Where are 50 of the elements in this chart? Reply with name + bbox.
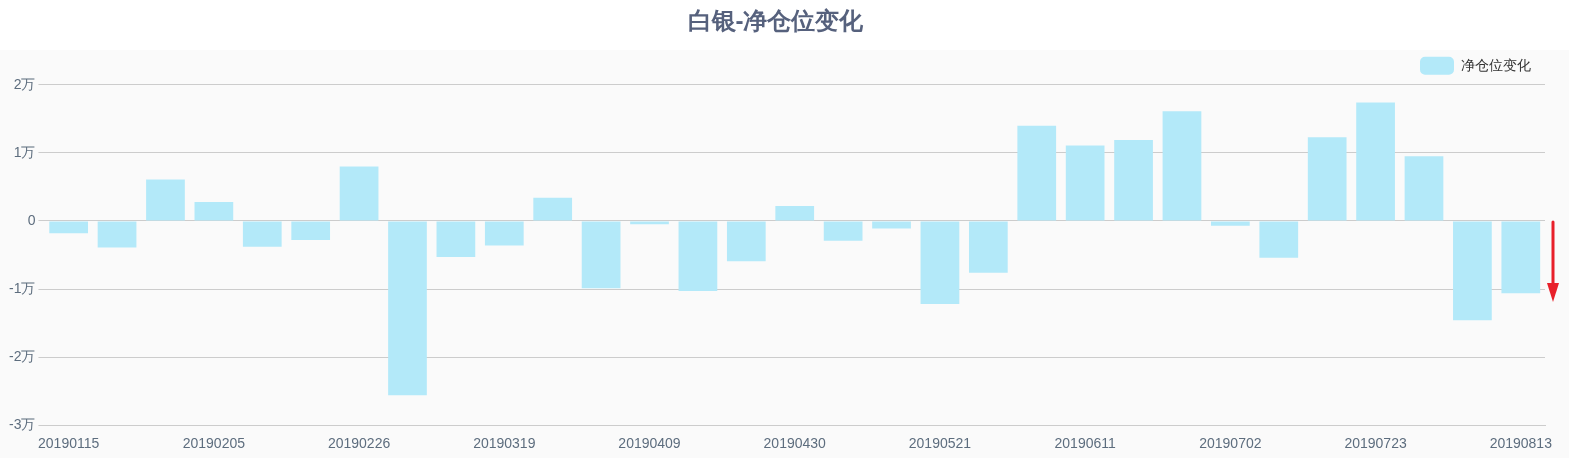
bar [533, 197, 573, 221]
x-tick-label: 20190115 [38, 435, 100, 452]
x-tick-label: 20190723 [1344, 435, 1407, 452]
y-tick-label: -2万 [9, 347, 36, 364]
x-tick-label: 20190226 [327, 435, 391, 452]
bar [775, 205, 815, 221]
x-tick-label: 20190813 [1489, 435, 1553, 452]
y-tick-label: 2万 [13, 75, 36, 92]
y-tick-label: 1万 [13, 143, 36, 160]
bar [1162, 111, 1202, 221]
bar [484, 221, 524, 246]
bar [581, 221, 621, 289]
bar [823, 221, 863, 241]
x-tick-label: 20190319 [473, 435, 536, 452]
bar [146, 179, 185, 221]
x-tick-label: 20190521 [908, 435, 972, 452]
bar [1356, 102, 1395, 221]
bar [291, 221, 331, 241]
bar [339, 166, 379, 221]
bar [388, 221, 427, 396]
bar [1114, 139, 1153, 221]
bar [1404, 156, 1444, 221]
bar [1501, 221, 1541, 294]
legend-label: 净仓位变化 [1461, 56, 1531, 73]
y-tick-label: 0 [27, 211, 36, 228]
x-tick-label: 20190430 [763, 435, 827, 452]
x-tick-label: 20190611 [1054, 435, 1116, 452]
x-tick-label: 20190409 [618, 435, 681, 452]
x-tick-label: 20190205 [182, 435, 246, 452]
bar [872, 221, 911, 229]
bar [242, 221, 282, 247]
bar [630, 221, 669, 225]
bar [436, 221, 476, 258]
x-tick-label: 20190702 [1199, 435, 1262, 452]
bar [1259, 221, 1299, 258]
bar [49, 221, 89, 234]
bar [920, 221, 960, 305]
bar [678, 221, 718, 292]
bar [1017, 125, 1057, 221]
y-tick-label: -1万 [9, 279, 36, 296]
bar [97, 221, 137, 248]
bar [1065, 145, 1105, 221]
chart-title: 白银-净仓位变化 [687, 7, 865, 35]
bar [1211, 221, 1250, 226]
bar [726, 221, 766, 262]
bar [194, 201, 234, 221]
bar [1307, 137, 1347, 221]
bar [1453, 221, 1492, 321]
bar [968, 221, 1008, 273]
y-tick-label: -3万 [9, 416, 36, 433]
